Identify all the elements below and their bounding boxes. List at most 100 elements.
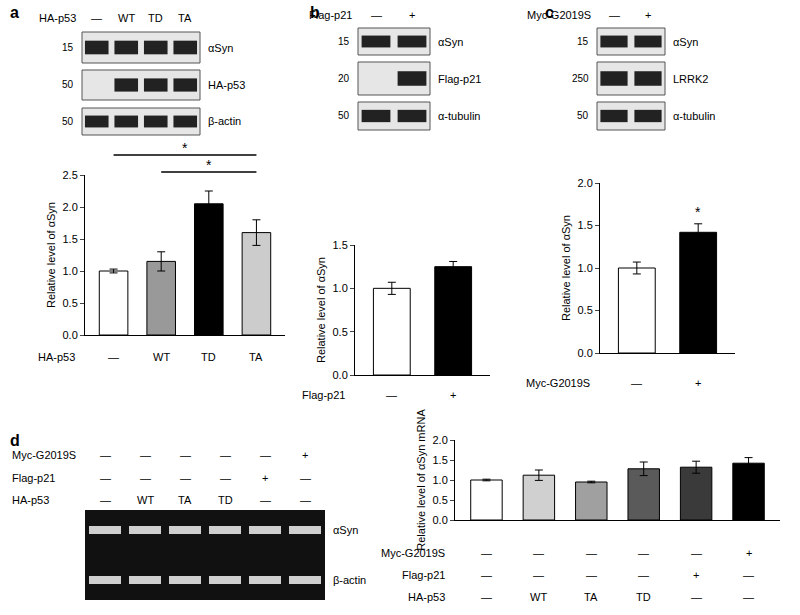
svg-text:HA-p53: HA-p53 xyxy=(12,494,49,506)
svg-text:+: + xyxy=(262,472,268,484)
svg-text:WT: WT xyxy=(137,494,154,506)
svg-text:*: * xyxy=(182,140,188,156)
svg-text:Flag-p21: Flag-p21 xyxy=(309,9,352,21)
svg-text:—: — xyxy=(481,591,492,603)
svg-text:c: c xyxy=(545,4,554,21)
svg-text:50: 50 xyxy=(577,110,589,121)
svg-text:2.0: 2.0 xyxy=(433,434,448,446)
svg-text:d: d xyxy=(10,432,20,449)
svg-text:—: — xyxy=(108,351,119,363)
svg-text:β-actin: β-actin xyxy=(333,574,366,586)
svg-text:—: — xyxy=(586,547,597,559)
svg-text:TA: TA xyxy=(178,494,192,506)
svg-text:250: 250 xyxy=(572,73,589,84)
svg-text:*: * xyxy=(695,204,701,220)
svg-text:TD: TD xyxy=(148,12,163,24)
svg-text:+: + xyxy=(645,9,651,21)
svg-text:αSyn: αSyn xyxy=(333,524,358,536)
svg-text:0.0: 0.0 xyxy=(63,329,78,341)
svg-text:1.5: 1.5 xyxy=(578,219,593,231)
svg-text:α-tubulin: α-tubulin xyxy=(673,110,715,122)
svg-text:—: — xyxy=(260,494,271,506)
svg-text:HA-p53: HA-p53 xyxy=(408,591,445,603)
svg-text:—: — xyxy=(631,377,642,389)
svg-text:TD: TD xyxy=(218,494,233,506)
svg-text:+: + xyxy=(302,449,308,461)
svg-text:50: 50 xyxy=(338,110,350,121)
svg-text:—: — xyxy=(91,12,102,24)
svg-text:—: — xyxy=(220,472,231,484)
svg-text:—: — xyxy=(481,547,492,559)
svg-text:—: — xyxy=(371,9,382,21)
svg-text:—: — xyxy=(260,449,271,461)
svg-text:TA: TA xyxy=(249,351,263,363)
svg-text:—: — xyxy=(100,449,111,461)
svg-text:Relative level of αSyn: Relative level of αSyn xyxy=(315,257,327,363)
svg-text:—: — xyxy=(533,569,544,581)
svg-text:+: + xyxy=(693,569,699,581)
svg-text:HA-p53: HA-p53 xyxy=(38,351,75,363)
svg-text:HA-p53: HA-p53 xyxy=(39,12,76,24)
svg-text:—: — xyxy=(586,569,597,581)
svg-text:Myc-G2019S: Myc-G2019S xyxy=(527,9,591,21)
svg-text:1.5: 1.5 xyxy=(63,233,78,245)
svg-text:2.0: 2.0 xyxy=(578,177,593,189)
svg-text:LRRK2: LRRK2 xyxy=(673,73,708,85)
svg-text:α-tubulin: α-tubulin xyxy=(438,110,480,122)
svg-text:0.5: 0.5 xyxy=(63,297,78,309)
svg-text:—: — xyxy=(638,569,649,581)
svg-text:—: — xyxy=(743,569,754,581)
svg-text:—: — xyxy=(481,569,492,581)
svg-text:0.0: 0.0 xyxy=(333,369,348,381)
svg-text:Flag-p21: Flag-p21 xyxy=(12,472,55,484)
svg-text:—: — xyxy=(691,547,702,559)
svg-text:0.0: 0.0 xyxy=(433,514,448,526)
svg-text:—: — xyxy=(100,494,111,506)
svg-text:1.5: 1.5 xyxy=(433,454,448,466)
svg-text:αSyn: αSyn xyxy=(208,42,233,54)
svg-text:TD: TD xyxy=(201,351,216,363)
svg-text:—: — xyxy=(300,494,311,506)
svg-text:+: + xyxy=(409,9,415,21)
svg-text:15: 15 xyxy=(577,36,589,47)
svg-text:—: — xyxy=(609,9,620,21)
svg-text:WT: WT xyxy=(530,591,547,603)
svg-text:—: — xyxy=(220,449,231,461)
svg-text:β-actin: β-actin xyxy=(208,115,241,127)
svg-text:Myc-G2019S: Myc-G2019S xyxy=(381,547,445,559)
svg-text:Flag-p21: Flag-p21 xyxy=(402,569,445,581)
svg-text:b: b xyxy=(310,4,320,21)
svg-text:Relative level of αSyn: Relative level of αSyn xyxy=(45,202,57,308)
svg-text:—: — xyxy=(743,591,754,603)
svg-text:TA: TA xyxy=(584,591,598,603)
svg-text:—: — xyxy=(691,591,702,603)
svg-text:—: — xyxy=(533,547,544,559)
svg-text:1.0: 1.0 xyxy=(63,265,78,277)
svg-text:HA-p53: HA-p53 xyxy=(208,79,245,91)
svg-text:a: a xyxy=(10,4,19,21)
svg-text:—: — xyxy=(180,449,191,461)
svg-text:—: — xyxy=(638,547,649,559)
svg-text:0.0: 0.0 xyxy=(578,347,593,359)
svg-text:Myc-G2019S: Myc-G2019S xyxy=(12,449,76,461)
svg-text:TD: TD xyxy=(636,591,651,603)
svg-text:0.5: 0.5 xyxy=(578,304,593,316)
svg-text:—: — xyxy=(180,472,191,484)
svg-text:50: 50 xyxy=(62,116,74,127)
svg-text:Relative level of αSyn: Relative level of αSyn xyxy=(560,215,572,321)
svg-text:+: + xyxy=(695,377,701,389)
svg-text:2.5: 2.5 xyxy=(63,169,78,181)
svg-text:Relative level of αSyn mRNA: Relative level of αSyn mRNA xyxy=(415,409,427,551)
svg-text:+: + xyxy=(450,389,456,401)
svg-text:Flag-p21: Flag-p21 xyxy=(438,73,481,85)
svg-text:15: 15 xyxy=(338,36,350,47)
svg-text:WT: WT xyxy=(118,12,135,24)
svg-text:20: 20 xyxy=(338,73,350,84)
svg-text:1.5: 1.5 xyxy=(333,239,348,251)
svg-text:—: — xyxy=(300,472,311,484)
svg-text:1.0: 1.0 xyxy=(578,262,593,274)
svg-text:0.5: 0.5 xyxy=(333,326,348,338)
svg-text:αSyn: αSyn xyxy=(673,36,698,48)
svg-text:—: — xyxy=(140,449,151,461)
svg-text:WT: WT xyxy=(153,351,170,363)
